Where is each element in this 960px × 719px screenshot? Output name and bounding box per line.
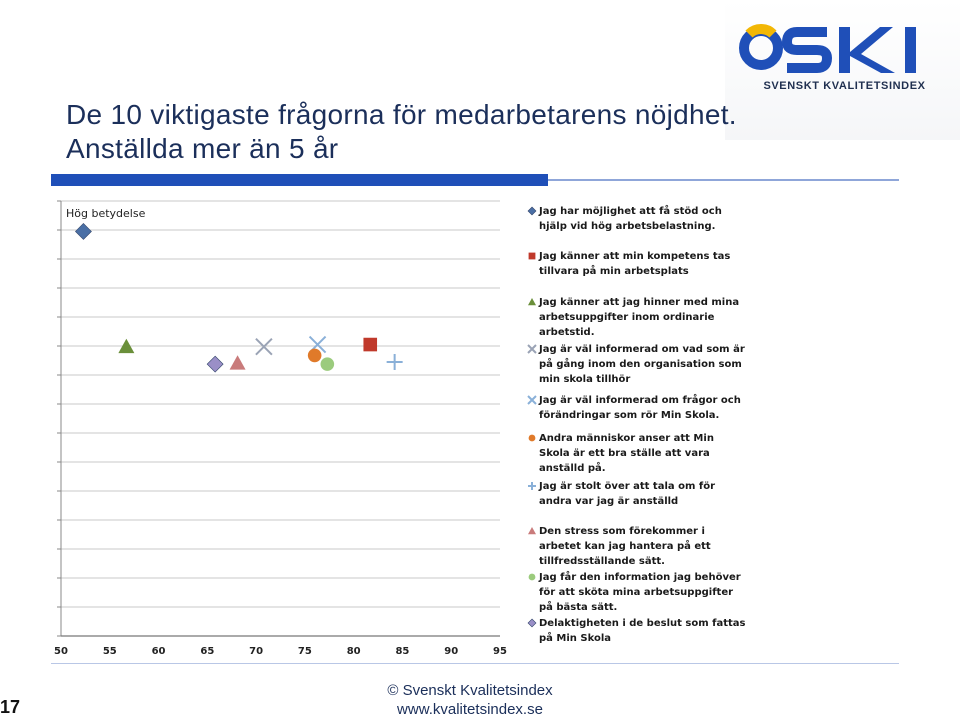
data-point	[320, 357, 335, 371]
chart-grid	[57, 200, 500, 637]
legend-label: Jag är stolt över att tala om för andra …	[539, 481, 716, 507]
scatter-chart: Hög betydelse 50 55 60 65 70 75 80 85 90 95	[54, 200, 507, 657]
x-tick-label: 55	[103, 646, 117, 657]
legend-label: Jag får den information jag behöver för …	[539, 572, 741, 613]
divider-dark-segment	[51, 174, 548, 186]
x-tick-label: 90	[444, 646, 458, 657]
logo-subtitle: SVENSKT KVALITETSINDEX	[763, 80, 926, 92]
slide-title: De 10 viktigaste frågorna för medarbetar…	[66, 98, 826, 166]
data-point	[307, 348, 322, 363]
legend-label: Andra människor anser att Min Skola är e…	[539, 433, 714, 474]
legend-label: Jag känner att jag hinner med mina arbet…	[539, 297, 740, 338]
legend-marker-icon	[528, 298, 536, 306]
legend-item: Jag känner att min kompetens tas tillvar…	[527, 249, 747, 279]
legend-marker-icon	[528, 482, 536, 490]
legend-marker-icon	[527, 206, 537, 216]
legend-item: Jag känner att jag hinner med mina arbet…	[527, 295, 747, 340]
data-point	[229, 355, 246, 370]
footer-url[interactable]: www.kvalitetsindex.se	[397, 701, 543, 718]
data-point	[363, 337, 378, 352]
legend-marker-icon	[527, 395, 537, 405]
legend-label: Jag känner att min kompetens tas tillvar…	[539, 251, 731, 277]
legend-label: Den stress som förekommer i arbetet kan …	[539, 526, 711, 567]
legend-item: Andra människor anser att Min Skola är e…	[527, 431, 747, 476]
data-point	[118, 338, 135, 354]
data-point	[75, 223, 92, 240]
divider-light-segment	[548, 179, 899, 181]
legend-item: Den stress som förekommer i arbetet kan …	[527, 524, 747, 569]
legend-label: Jag har möjlighet att få stöd och hjälp …	[539, 206, 722, 232]
x-tick-label: 95	[493, 646, 507, 657]
x-tick-label: 50	[54, 646, 68, 657]
legend-label: Jag är väl informerad om vad som är på g…	[539, 344, 745, 385]
footer-copyright: © Svenskt Kvalitetsindex	[387, 682, 553, 699]
data-point	[386, 353, 403, 370]
legend-item: Jag har möjlighet att få stöd och hjälp …	[527, 204, 747, 234]
legend-item: Jag är väl informerad om frågor och förä…	[527, 393, 747, 423]
y-axis-label: Hög betydelse	[66, 207, 146, 220]
title-line-1: De 10 viktigaste frågorna för medarbetar…	[66, 99, 737, 130]
x-axis-ticks: 50 55 60 65 70 75 80 85 90 95	[54, 646, 507, 657]
legend-item: Jag får den information jag behöver för …	[527, 570, 747, 615]
ski-logo: SVENSKT KVALITETSINDEX	[725, 0, 960, 140]
x-tick-label: 70	[249, 646, 263, 657]
legend-item: Jag är stolt över att tala om för andra …	[527, 479, 747, 509]
legend-marker-icon	[527, 344, 537, 354]
legend-marker-icon	[528, 434, 536, 442]
x-tick-label: 80	[347, 646, 361, 657]
legend-marker-icon	[528, 573, 536, 581]
legend-item: Delaktigheten i de beslut som fattas på …	[527, 616, 747, 646]
x-tick-label: 85	[395, 646, 409, 657]
legend-label: Jag är väl informerad om frågor och förä…	[539, 395, 741, 421]
legend-marker-icon	[528, 252, 536, 260]
footer: © Svenskt Kvalitetsindex www.kvalitetsin…	[330, 681, 610, 719]
x-tick-label: 65	[200, 646, 214, 657]
data-point	[255, 338, 273, 356]
legend-marker-icon	[528, 527, 536, 535]
x-tick-label: 60	[152, 646, 166, 657]
title-divider-bar	[51, 174, 899, 186]
footer-divider	[51, 663, 899, 664]
chart-marks	[75, 223, 403, 373]
title-line-2: Anställda mer än 5 år	[66, 133, 339, 164]
page-number: 17	[0, 697, 21, 717]
legend-item: Jag är väl informerad om vad som är på g…	[527, 342, 747, 387]
legend-marker-icon	[527, 618, 537, 628]
x-tick-label: 75	[298, 646, 312, 657]
data-point	[206, 355, 224, 373]
ski-logo-mark	[739, 24, 916, 73]
legend-label: Delaktigheten i de beslut som fattas på …	[539, 618, 746, 644]
